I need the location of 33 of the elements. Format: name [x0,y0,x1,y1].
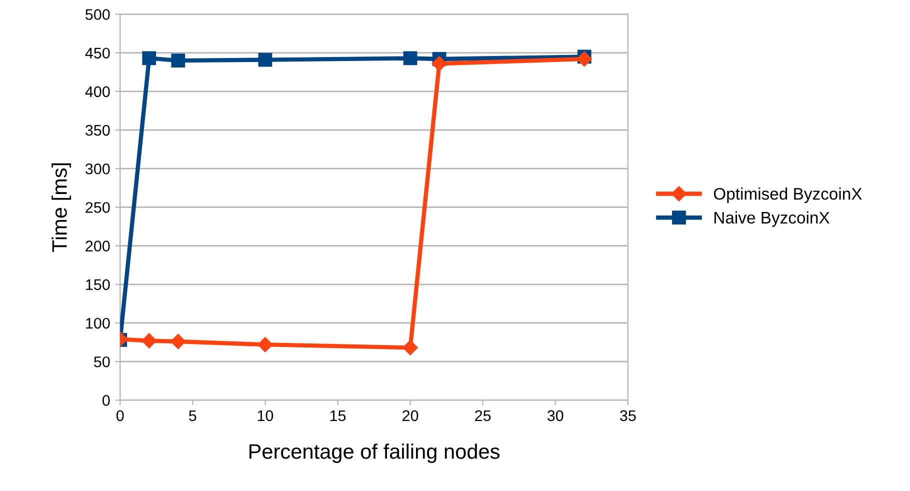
y-tick-label: 250 [86,202,110,213]
legend-label: Naive ByzcoinX [714,211,830,227]
y-tick-label: 0 [102,395,110,406]
x-tick-label: 10 [258,410,274,422]
x-tick-label: 20 [402,410,418,422]
y-tick-label: 450 [85,48,110,59]
point [171,54,186,68]
point [142,51,156,66]
point [258,337,273,352]
point [403,51,418,66]
x-tick-label: 35 [620,410,636,422]
point [432,56,447,72]
x-tick-label: 5 [189,410,196,422]
y-tick-label: 100 [86,318,110,329]
x-tick-label: 30 [547,410,564,422]
y-tick-label: 150 [86,279,110,290]
point [170,334,186,350]
point [402,340,418,356]
y-axis-title: Time [ms] [52,163,72,252]
y-tick-label: 350 [85,124,110,136]
y-tick-label: 400 [85,86,110,98]
x-axis-title: Percentage of failing nodes [249,444,500,463]
y-tick-label: 500 [86,9,110,20]
point [142,333,157,348]
y-tick-label: 50 [94,356,110,368]
y-tick-label: 300 [85,163,110,174]
x-tick-label: 15 [330,410,346,422]
x-tick-label: 0 [116,410,124,422]
x-tick-label: 25 [475,410,491,422]
legend-label: Optimised ByzcoinX [714,188,862,204]
point [576,51,592,67]
point [258,52,272,67]
y-tick-label: 200 [86,240,110,252]
